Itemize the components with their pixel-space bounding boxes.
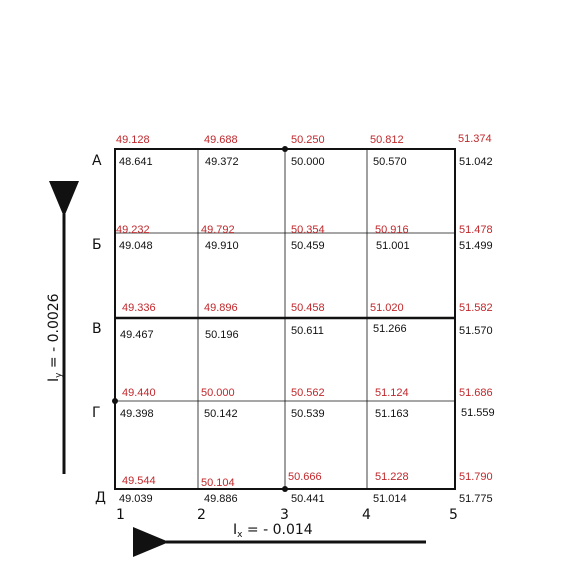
row-label: Д — [95, 490, 106, 506]
black-height: 51.163 — [375, 408, 409, 420]
row-label: А — [92, 153, 102, 169]
col-labels: 1 2 3 4 5 — [116, 507, 458, 523]
design-height: 50.458 — [291, 302, 325, 314]
black-height: 49.910 — [205, 240, 239, 252]
black-height: 49.039 — [119, 493, 153, 505]
col-label: 1 — [116, 507, 125, 523]
black-height: 51.499 — [459, 240, 493, 252]
black-height: 49.398 — [120, 408, 154, 420]
grid-marker-dot — [112, 398, 118, 404]
black-height: 51.570 — [459, 325, 493, 337]
design-height: 51.124 — [375, 387, 409, 399]
black-height: 50.611 — [291, 325, 324, 337]
black-heights: 48.641 49.372 50.000 50.570 51.042 49.04… — [119, 156, 495, 505]
black-height: 50.196 — [205, 329, 239, 341]
slope-y-letter: I — [46, 378, 62, 382]
black-height: 49.886 — [204, 493, 238, 505]
design-height: 49.232 — [116, 224, 150, 236]
black-height: 49.048 — [119, 240, 153, 252]
slope-x-subscript: x — [237, 530, 243, 540]
slope-x-label: Ix = - 0.014 — [233, 522, 313, 540]
design-height: 49.792 — [201, 224, 235, 236]
design-height: 49.688 — [204, 134, 238, 146]
black-height: 51.266 — [373, 323, 407, 335]
design-height: 51.374 — [458, 133, 492, 145]
design-height: 49.440 — [122, 387, 156, 399]
grid-marker-dot — [282, 486, 288, 492]
design-height: 49.336 — [122, 302, 156, 314]
black-height: 50.459 — [291, 240, 325, 252]
grid-lines — [114, 148, 456, 490]
black-height: 48.641 — [119, 156, 153, 168]
col-label: 2 — [197, 507, 206, 523]
design-height: 51.478 — [459, 224, 493, 236]
black-height: 51.001 — [376, 240, 410, 252]
slope-x-letter: I — [233, 522, 237, 538]
design-height: 51.020 — [370, 302, 404, 314]
row-label: В — [92, 321, 102, 337]
design-height: 50.000 — [201, 387, 235, 399]
col-label: 3 — [280, 507, 289, 523]
design-height: 49.128 — [116, 134, 150, 146]
design-height: 49.544 — [122, 475, 156, 487]
design-height: 50.812 — [370, 134, 404, 146]
slope-x-value: = - 0.014 — [242, 522, 312, 538]
black-height: 51.775 — [459, 493, 493, 505]
row-label: Б — [92, 237, 102, 253]
row-labels: А Б В Г Д — [92, 153, 106, 506]
slope-y-value: = - 0.0026 — [46, 293, 62, 372]
design-height: 51.686 — [459, 387, 493, 399]
slope-y-subscript: y — [54, 372, 64, 378]
black-height: 51.014 — [373, 493, 407, 505]
design-height: 50.666 — [288, 471, 322, 483]
design-height: 51.582 — [459, 302, 493, 314]
row-label: Г — [92, 405, 101, 421]
design-height: 51.228 — [375, 471, 409, 483]
black-height: 50.539 — [291, 408, 325, 420]
design-height: 50.104 — [201, 477, 235, 489]
design-height: 49.896 — [204, 302, 238, 314]
black-height: 51.042 — [459, 156, 493, 168]
black-height: 50.441 — [291, 493, 325, 505]
col-label: 5 — [449, 507, 458, 523]
design-height: 50.562 — [291, 387, 325, 399]
design-height: 50.354 — [291, 224, 325, 236]
black-height: 49.372 — [205, 156, 239, 168]
grid-marker-dot — [282, 146, 288, 152]
black-height: 50.570 — [373, 156, 407, 168]
design-heights: 49.128 49.688 50.250 50.812 51.374 49.23… — [116, 133, 493, 489]
col-label: 4 — [362, 507, 371, 523]
design-height: 50.250 — [291, 134, 325, 146]
slope-y-label: Iy = - 0.0026 — [46, 293, 64, 382]
black-height: 49.467 — [120, 329, 154, 341]
black-height: 51.559 — [461, 407, 495, 419]
design-height: 51.790 — [459, 471, 493, 483]
design-height: 50.916 — [375, 224, 409, 236]
black-height: 50.000 — [291, 156, 325, 168]
black-height: 50.142 — [204, 408, 238, 420]
